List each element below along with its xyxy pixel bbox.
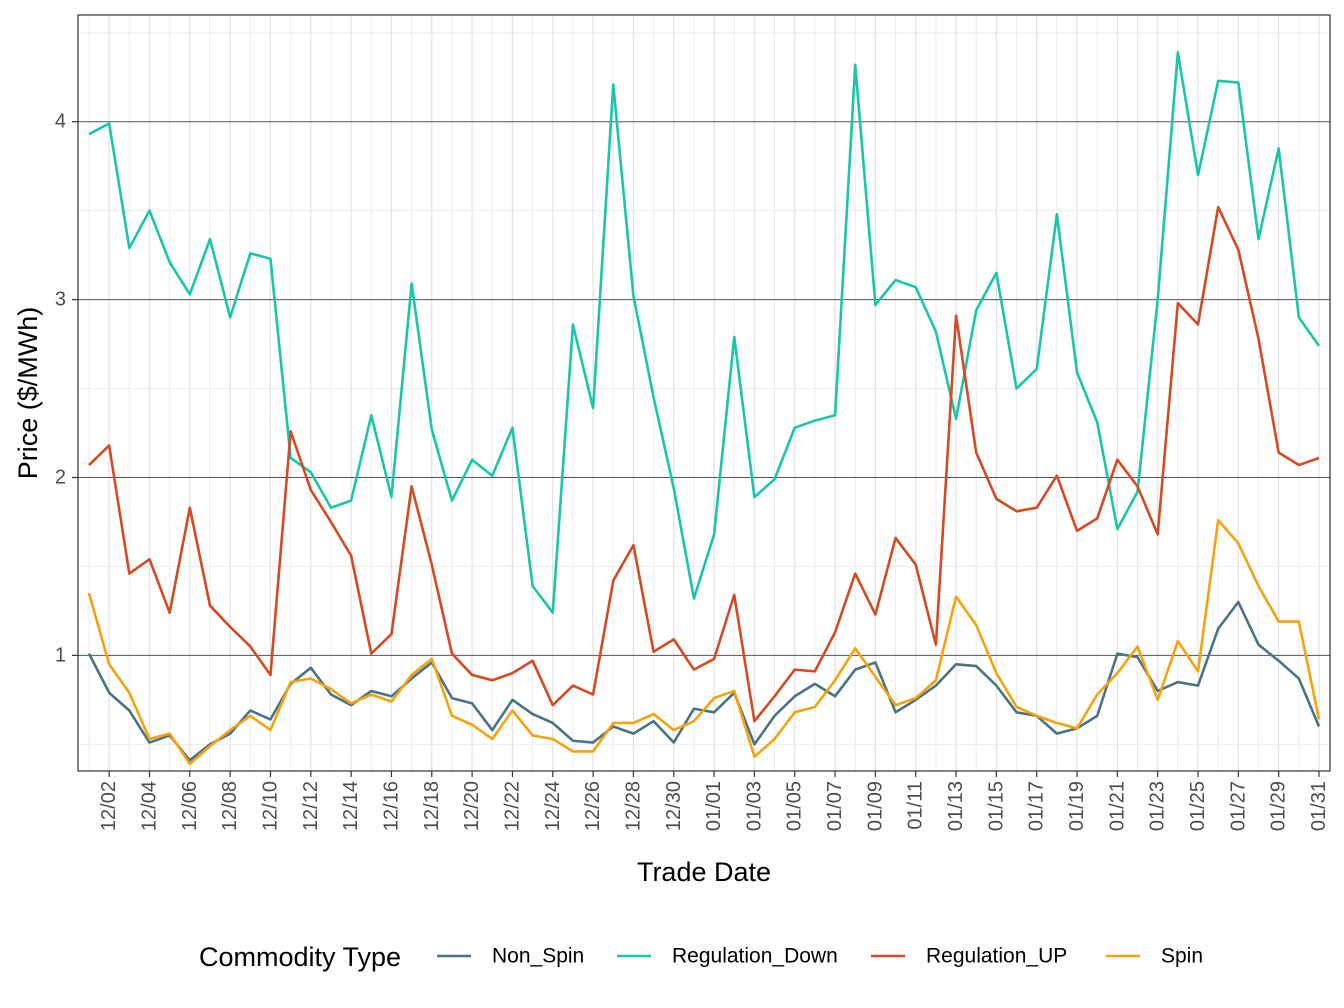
series-line-regulation-down	[88, 51, 1321, 614]
legend-items: Non_Spin Regulation_Down Regulation_UP Spin	[437, 945, 1203, 968]
x-tick-label: 01/19	[1066, 781, 1088, 831]
y-axis: 1 2 3 4	[55, 111, 78, 666]
x-tick-label: 01/13	[945, 781, 967, 831]
series-lines	[87, 51, 1321, 766]
legend: Commodity Type Non_Spin Regulation_Down Re…	[199, 942, 1203, 972]
series-line-regulation-up	[88, 205, 1320, 723]
x-axis-title: Trade Date	[637, 857, 771, 887]
x-tick-label: 01/27	[1227, 781, 1249, 831]
x-tick-label: 01/05	[784, 781, 806, 831]
x-tick-label: 12/10	[259, 781, 281, 831]
x-tick-label: 12/14	[340, 781, 362, 831]
plot-panel	[77, 14, 1331, 772]
y-tick-label: 1	[55, 644, 66, 666]
plot-panel-background	[78, 15, 1330, 771]
y-axis-title: Price ($/MWh)	[13, 307, 43, 480]
series-line-spin	[87, 518, 1321, 766]
x-tick-label: 12/18	[421, 781, 443, 831]
y-tick-label: 4	[55, 111, 66, 133]
x-tick-label: 12/06	[179, 781, 201, 831]
x-tick-label: 12/26	[582, 781, 604, 831]
x-tick-label: 01/03	[743, 781, 765, 831]
x-tick-label: 12/08	[219, 781, 241, 831]
plot-panel-border	[77, 14, 1331, 772]
x-tick-label: 01/15	[985, 781, 1007, 831]
x-axis: 12/02 12/04 12/06 12/08 12/10 12/12 12/14 12/16…	[98, 771, 1330, 831]
x-tick-label: 12/12	[300, 781, 322, 831]
legend-label-regulation-up: Regulation_UP	[926, 945, 1067, 968]
x-tick-label: 12/20	[461, 781, 483, 831]
x-tick-label: 12/22	[501, 781, 523, 831]
minor-gridlines-y	[78, 32, 1330, 745]
x-tick-label: 01/29	[1268, 781, 1290, 831]
x-tick-label: 12/04	[138, 781, 160, 831]
x-tick-label: 01/09	[864, 781, 886, 831]
x-tick-label: 01/23	[1147, 781, 1169, 831]
legend-label-non-spin: Non_Spin	[492, 945, 584, 968]
x-tick-label: 01/11	[905, 781, 927, 830]
x-tick-label: 01/17	[1026, 781, 1048, 831]
y-tick-label: 3	[55, 289, 66, 311]
x-tick-label: 01/21	[1106, 781, 1128, 831]
legend-label-spin: Spin	[1161, 945, 1203, 968]
legend-title: Commodity Type	[199, 942, 401, 972]
x-tick-label: 12/28	[622, 781, 644, 831]
x-tick-label: 12/16	[380, 781, 402, 831]
x-tick-label: 12/30	[663, 781, 685, 831]
x-tick-label: 01/31	[1308, 781, 1330, 831]
x-tick-label: 01/07	[824, 781, 846, 831]
major-gridlines-x	[108, 15, 1320, 771]
x-tick-label: 01/01	[703, 781, 725, 831]
x-tick-label: 12/02	[98, 781, 120, 831]
x-tick-label: 12/24	[542, 781, 564, 831]
x-tick-label: 01/25	[1187, 781, 1209, 831]
y-tick-label: 2	[55, 466, 66, 488]
legend-label-regulation-down: Regulation_Down	[672, 945, 838, 968]
